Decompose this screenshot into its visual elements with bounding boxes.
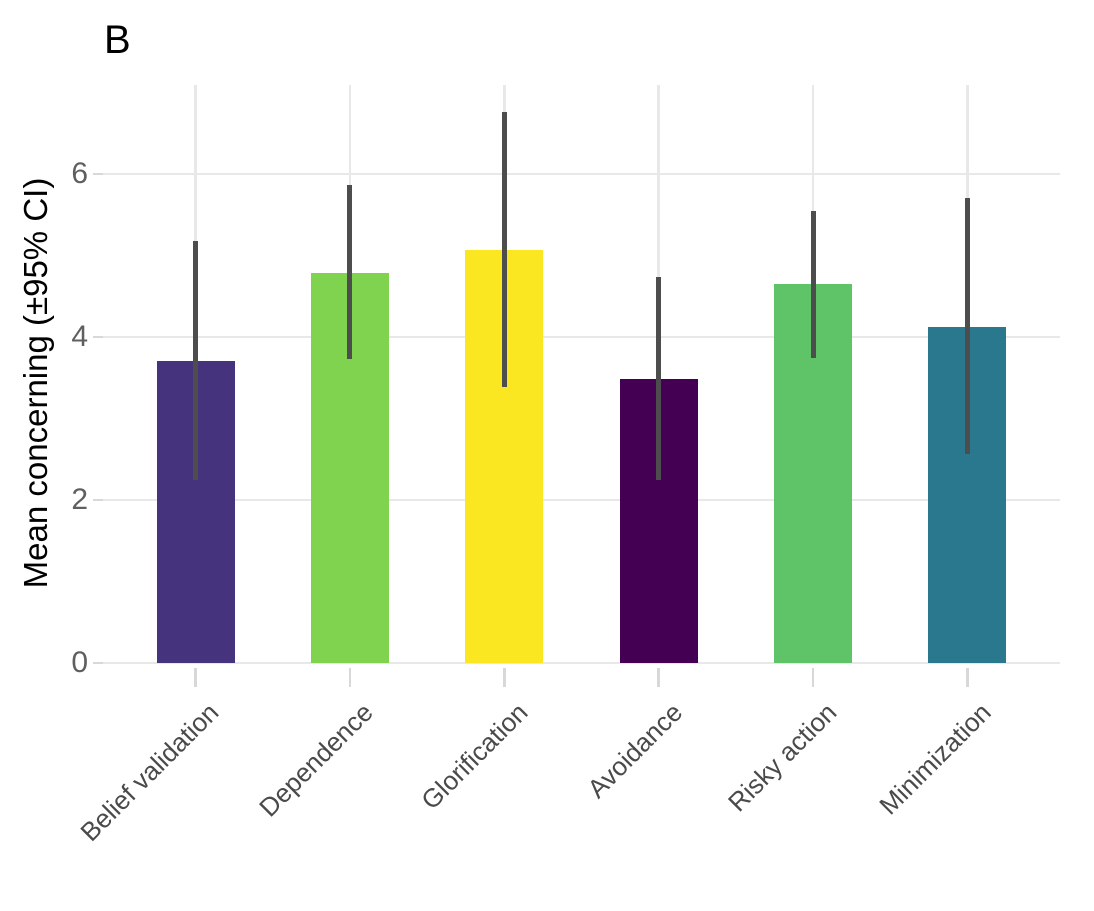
y-tick-mark (93, 172, 103, 176)
gridline-horizontal (103, 498, 1060, 502)
x-tick-label-text: Avoidance (581, 697, 688, 804)
error-bar-glorification (501, 112, 507, 387)
y-tick-label: 2 (71, 483, 88, 516)
error-bar-belief-validation (193, 240, 199, 481)
gridline-horizontal (103, 335, 1060, 339)
plot-panel (103, 85, 1060, 665)
x-tick-label-text: Belief validation (74, 697, 225, 847)
panel-label: B (104, 18, 131, 62)
x-tick-mark (657, 668, 660, 687)
y-tick-mark (93, 498, 103, 502)
y-tick-label: 4 (71, 320, 88, 353)
x-tick-mark (194, 668, 197, 687)
x-tick-label-text: Minimization (873, 697, 997, 821)
x-tick-mark (503, 668, 506, 687)
gridline-horizontal (103, 661, 1060, 665)
error-bar-dependence (347, 185, 353, 359)
gridline-horizontal (103, 172, 1060, 176)
x-tick-label-text: Risky action (721, 697, 843, 818)
error-bar-avoidance (656, 276, 662, 480)
error-bar-risky-action (810, 210, 816, 359)
x-tick-label-text: Dependence (253, 697, 380, 823)
y-tick-label: 6 (71, 157, 88, 190)
x-tick-label-text: Glorification (415, 697, 534, 816)
y-tick-mark (93, 335, 103, 339)
x-tick-mark (966, 668, 969, 687)
y-tick-mark (93, 661, 103, 665)
x-tick-mark (811, 668, 815, 687)
y-axis-title-text: Mean concerning (±95% CI) (17, 177, 54, 589)
y-tick-label: 0 (71, 646, 88, 679)
error-bar-minimization (964, 198, 970, 455)
x-tick-mark (348, 668, 352, 687)
